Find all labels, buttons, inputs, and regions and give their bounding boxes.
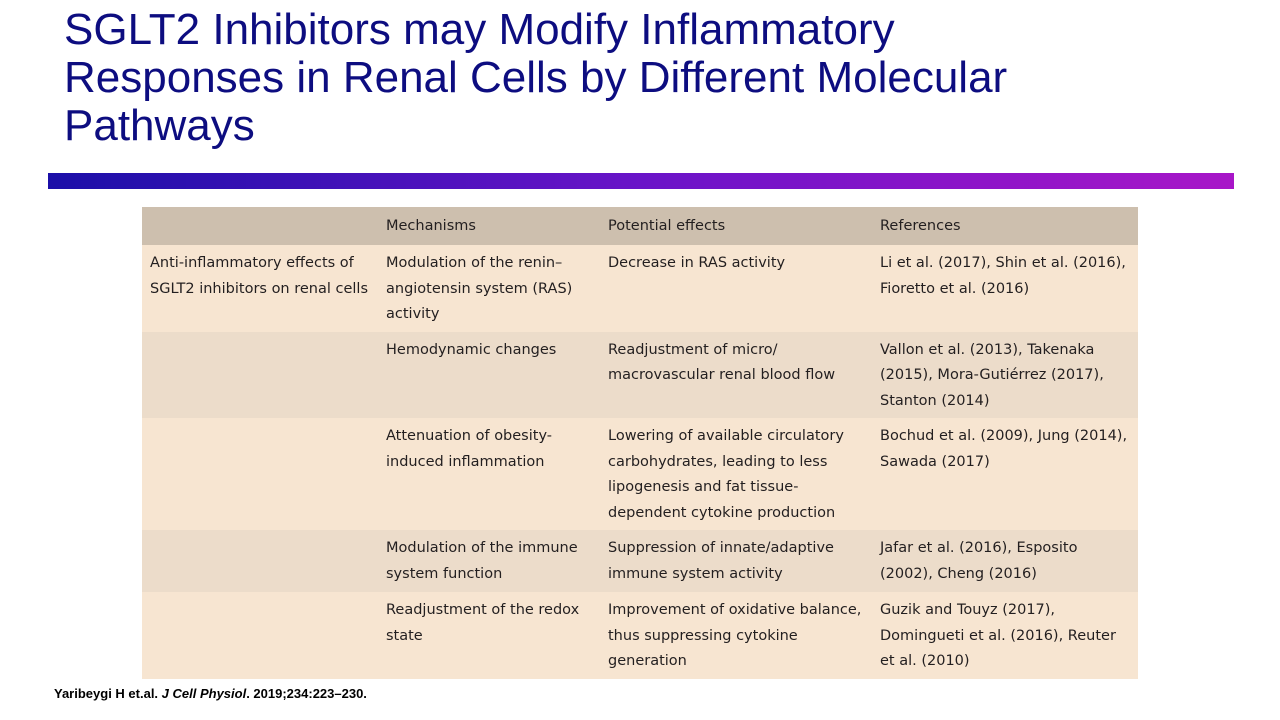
title-gradient-bar: [48, 173, 1234, 189]
row-effect: Lowering of available circulatory carboh…: [600, 418, 872, 530]
row-references: Bochud et al. (2009), Jung (2014), Sawad…: [872, 418, 1138, 530]
header-mechanisms: Mechanisms: [378, 207, 600, 245]
mechanisms-table-container: Mechanisms Potential effects References …: [142, 207, 1138, 679]
row-category: Anti-inflammatory effects of SGLT2 inhib…: [142, 245, 378, 332]
row-category: [142, 530, 378, 592]
table-row: Modulation of the immune system function…: [142, 530, 1138, 592]
row-effect: Decrease in RAS activity: [600, 245, 872, 332]
row-category: [142, 418, 378, 530]
row-category: [142, 592, 378, 679]
table-header-row: Mechanisms Potential effects References: [142, 207, 1138, 245]
title-line-1: SGLT2 Inhibitors may Modify Inflammatory: [64, 5, 895, 54]
citation-journal: J Cell Physiol: [161, 686, 247, 701]
header-category: [142, 207, 378, 245]
table-row: Hemodynamic changes Readjustment of micr…: [142, 331, 1138, 418]
row-references: Vallon et al. (2013), Takenaka (2015), M…: [872, 331, 1138, 418]
slide-title: SGLT2 Inhibitors may Modify Inflammatory…: [64, 6, 1214, 150]
row-references: Li et al. (2017), Shin et al. (2016), Fi…: [872, 245, 1138, 332]
mechanisms-table: Mechanisms Potential effects References …: [142, 207, 1138, 679]
row-effect: Readjustment of micro/ macrovascular ren…: [600, 331, 872, 418]
citation-details: . 2019;234:223–230.: [246, 686, 367, 701]
title-line-3: Pathways: [64, 101, 255, 150]
row-mechanism: Hemodynamic changes: [378, 331, 600, 418]
citation: Yaribeygi H et.al. J Cell Physiol. 2019;…: [54, 686, 367, 701]
table-row: Attenuation of obesity-induced inflammat…: [142, 418, 1138, 530]
table-row: Anti-inflammatory effects of SGLT2 inhib…: [142, 245, 1138, 332]
row-category: [142, 331, 378, 418]
header-references: References: [872, 207, 1138, 245]
title-line-2: Responses in Renal Cells by Different Mo…: [64, 53, 1008, 102]
row-mechanism: Modulation of the immune system function: [378, 530, 600, 592]
citation-authors: Yaribeygi H et.al.: [54, 686, 162, 701]
row-mechanism: Attenuation of obesity-induced inflammat…: [378, 418, 600, 530]
row-references: Guzik and Touyz (2017), Domingueti et al…: [872, 592, 1138, 679]
row-mechanism: Readjustment of the redox state: [378, 592, 600, 679]
header-potential-effects: Potential effects: [600, 207, 872, 245]
row-references: Jafar et al. (2016), Esposito (2002), Ch…: [872, 530, 1138, 592]
row-mechanism: Modulation of the renin–angiotensin syst…: [378, 245, 600, 332]
row-effect: Improvement of oxidative balance, thus s…: [600, 592, 872, 679]
table-row: Readjustment of the redox state Improvem…: [142, 592, 1138, 679]
row-effect: Suppression of innate/adaptive immune sy…: [600, 530, 872, 592]
